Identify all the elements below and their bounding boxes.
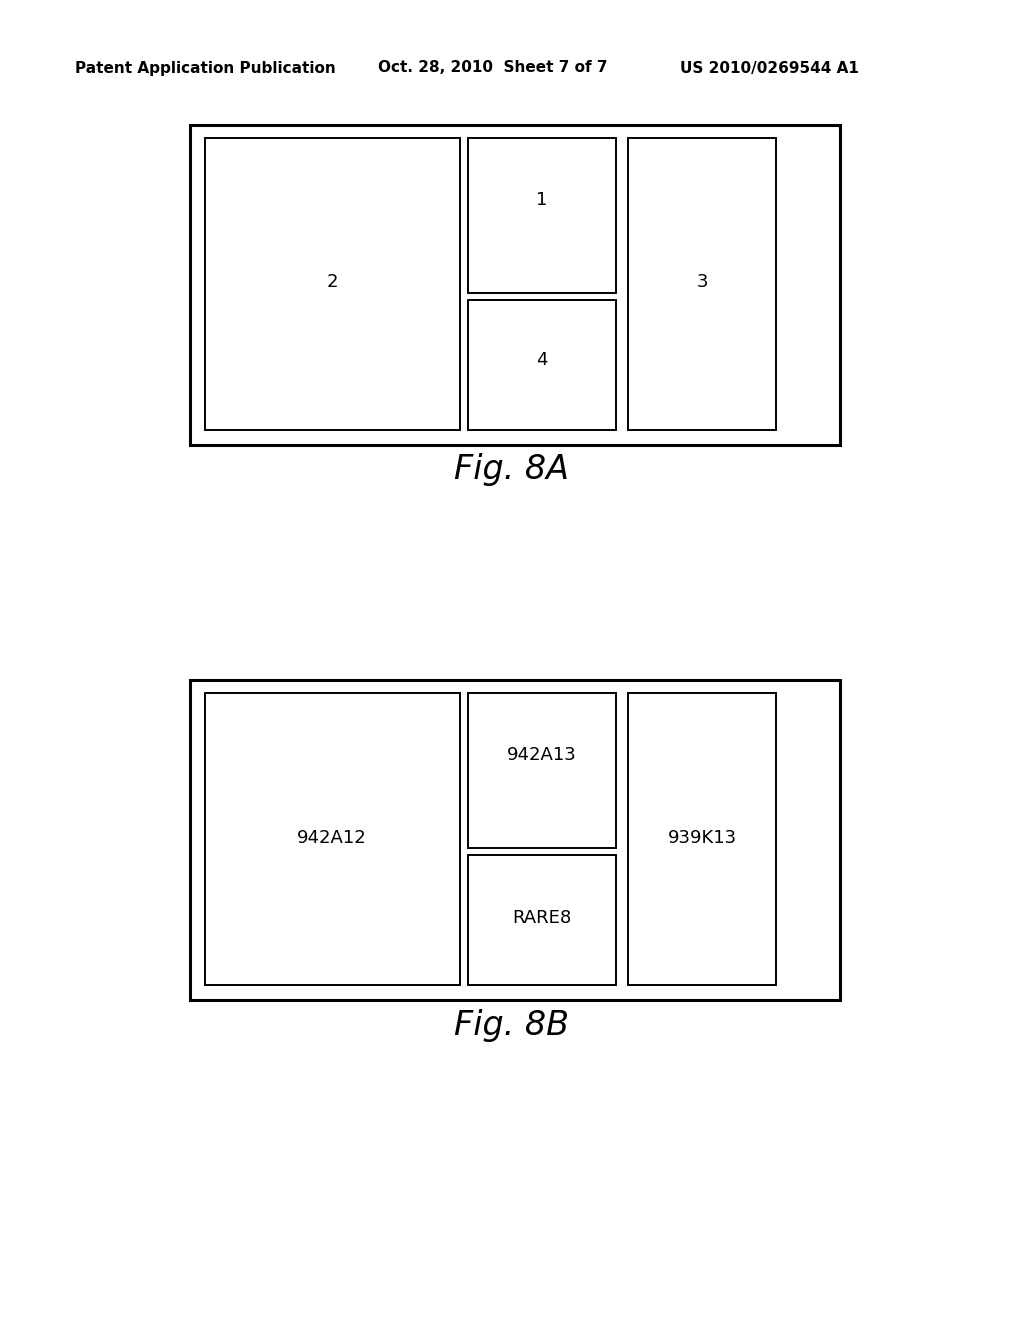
Text: 2: 2 [327,273,338,290]
Bar [468,693,616,847]
Bar [628,139,776,430]
Text: US 2010/0269544 A1: US 2010/0269544 A1 [680,61,859,75]
Text: 942A12: 942A12 [297,829,367,847]
Text: 3: 3 [696,273,708,290]
Bar [205,139,460,430]
Text: 4: 4 [537,351,548,370]
Bar [190,125,840,445]
Text: 1: 1 [537,191,548,209]
Bar [205,693,460,985]
Bar [468,139,616,293]
Text: Fig. 8B: Fig. 8B [455,1008,569,1041]
Bar [468,300,616,430]
Text: 939K13: 939K13 [668,829,736,847]
Text: 942A13: 942A13 [507,746,577,764]
Bar [628,693,776,985]
Bar [190,680,840,1001]
Text: Patent Application Publication: Patent Application Publication [75,61,336,75]
Text: Fig. 8A: Fig. 8A [455,454,569,487]
Text: RARE8: RARE8 [512,909,571,927]
Bar [468,855,616,985]
Text: Oct. 28, 2010  Sheet 7 of 7: Oct. 28, 2010 Sheet 7 of 7 [378,61,607,75]
